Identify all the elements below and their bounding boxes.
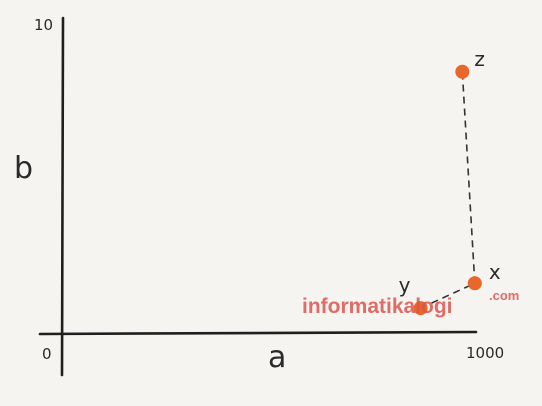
point-label-y: y — [399, 273, 411, 297]
watermark: informatikalogi .com — [302, 288, 519, 318]
x-tick-label-1000: 1000 — [466, 344, 504, 362]
x-tick-label-0: 0 — [42, 345, 52, 363]
dashed-connections — [420, 71, 476, 309]
x-axis-label: a — [268, 340, 286, 375]
watermark-text: informatikalogi — [302, 295, 453, 318]
data-points: x y z — [399, 47, 501, 316]
point-label-x: x — [489, 260, 501, 284]
point-label-z: z — [474, 47, 485, 71]
point-z — [455, 64, 470, 79]
connector-x-z — [461, 71, 476, 284]
connector-y-x — [420, 282, 476, 309]
y-tick-label-10: 10 — [34, 16, 53, 34]
point-y — [413, 301, 428, 316]
watermark-suffix: .com — [489, 288, 519, 303]
point-x — [467, 276, 482, 291]
x-axis-line — [38, 330, 478, 336]
y-axis-label: b — [14, 151, 33, 186]
y-axis-line — [60, 16, 65, 377]
